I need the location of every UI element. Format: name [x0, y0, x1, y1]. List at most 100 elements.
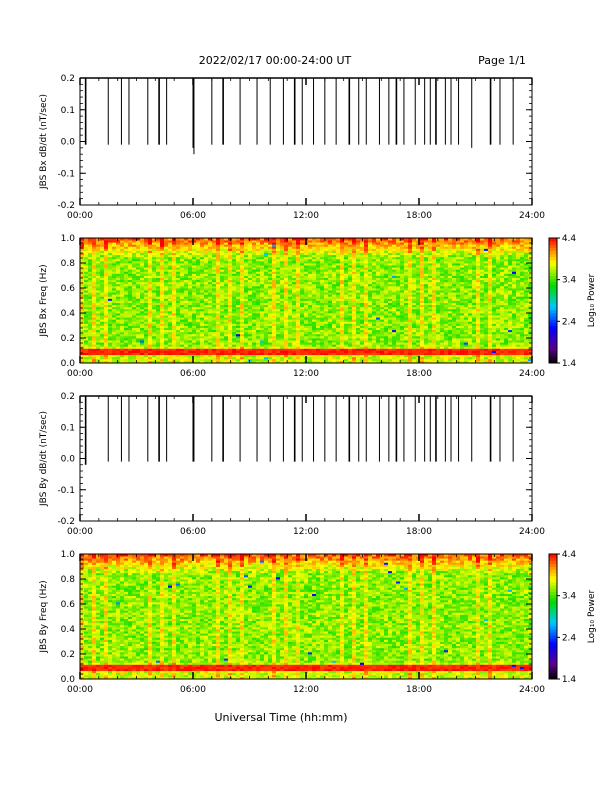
power-cell: [108, 267, 113, 270]
power-cell: [104, 246, 109, 249]
power-cell: [88, 271, 93, 274]
power-cell: [92, 283, 97, 287]
power-cell: [112, 298, 117, 301]
power-cell: [92, 296, 97, 299]
power-cell: [100, 240, 105, 243]
power-cell: [100, 294, 105, 297]
power-cell: [80, 242, 85, 245]
power-cell: [88, 248, 93, 251]
power-cell: [116, 260, 121, 264]
y-tick-label: 0.1: [61, 106, 75, 116]
power-cell: [112, 340, 117, 343]
power-cell: [136, 277, 141, 281]
power-cell: [124, 292, 129, 295]
power-cell: [132, 360, 137, 364]
power-cell: [112, 246, 117, 249]
power-cell: [100, 338, 105, 341]
power-cell: [88, 238, 93, 241]
power-cell: [112, 294, 117, 297]
power-cell: [104, 290, 109, 293]
power-cell: [88, 300, 93, 303]
power-cell: [100, 265, 105, 268]
power-cell: [108, 248, 113, 251]
power-cell: [80, 267, 85, 270]
power-cell: [80, 288, 85, 291]
power-cell: [84, 325, 89, 328]
power-cell: [88, 273, 93, 276]
power-cell: [112, 321, 117, 324]
power-cell: [104, 292, 109, 295]
power-cell: [100, 248, 105, 251]
power-cell: [104, 288, 109, 291]
power-cell: [100, 271, 105, 274]
power-cell: [128, 292, 133, 295]
power-cell: [84, 267, 89, 270]
power-cell: [108, 340, 113, 343]
power-cell: [120, 256, 125, 260]
power-cell: [112, 327, 117, 331]
power-cell: [88, 315, 93, 318]
power-cell: [108, 302, 113, 306]
power-cell: [80, 246, 85, 249]
power-cell: [104, 267, 109, 270]
power-cell: [116, 265, 121, 268]
power-cell: [104, 263, 109, 266]
power-cell: [124, 346, 129, 349]
power-cell: [104, 327, 109, 331]
power-cell: [84, 340, 89, 343]
power-cell: [132, 308, 137, 312]
power-cell: [96, 308, 101, 312]
power-cell: [88, 356, 93, 360]
power-cell: [128, 248, 133, 251]
power-cell: [124, 240, 129, 243]
power-cell: [116, 263, 121, 266]
power-cell: [92, 279, 97, 283]
power-cell: [136, 302, 141, 306]
power-cell: [128, 290, 133, 293]
power-cell: [124, 310, 129, 314]
power-cell: [136, 354, 141, 358]
power-cell: [116, 244, 121, 247]
power-cell: [124, 260, 129, 264]
power-cell: [132, 288, 137, 291]
power-cell: [96, 340, 101, 343]
power-cell: [80, 360, 85, 364]
power-cell: [96, 344, 101, 347]
power-cell: [108, 352, 113, 356]
power-cell: [132, 300, 137, 303]
power-cell: [136, 296, 141, 299]
power-cell: [108, 315, 113, 318]
power-cell: [112, 315, 117, 318]
power-cell: [96, 277, 101, 281]
power-cell: [116, 358, 121, 362]
power-cell: [116, 246, 121, 249]
power-cell: [80, 344, 85, 347]
power-cell: [88, 250, 93, 253]
power-cell: [136, 317, 141, 320]
power-cell: [104, 335, 109, 339]
power-cell: [80, 290, 85, 293]
power-cell: [104, 298, 109, 301]
power-cell: [120, 275, 125, 278]
power-cell: [96, 281, 101, 285]
power-cell: [116, 294, 121, 297]
power-cell: [84, 252, 89, 256]
power-cell: [92, 327, 97, 331]
power-cell: [120, 306, 125, 310]
power-cell: [88, 244, 93, 247]
power-cell: [108, 350, 113, 353]
power-cell: [88, 346, 93, 349]
power-cell: [100, 321, 105, 324]
power-cell: [84, 352, 89, 356]
power-cell: [120, 308, 125, 312]
power-cell: [96, 296, 101, 299]
power-cell: [100, 313, 105, 316]
power-cell: [116, 242, 121, 245]
power-cell: [92, 277, 97, 281]
power-cell: [112, 271, 117, 274]
power-cell: [136, 267, 141, 270]
power-cell: [120, 242, 125, 245]
power-cell: [108, 279, 113, 283]
power-cell: [120, 358, 125, 362]
power-cell: [92, 250, 97, 253]
